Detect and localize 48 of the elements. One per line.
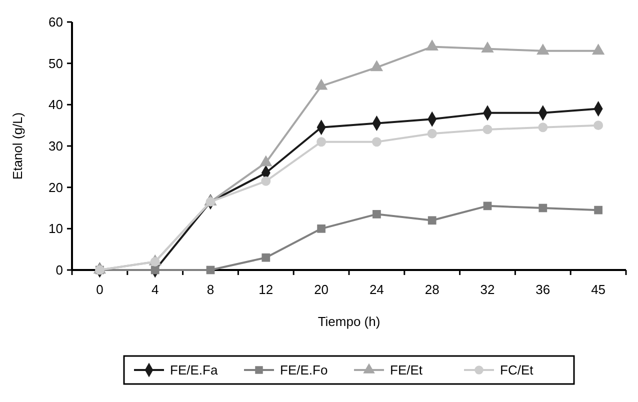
point xyxy=(150,257,160,266)
x-tick-label: 8 xyxy=(206,282,214,297)
x-tick-label: 36 xyxy=(536,282,550,297)
y-tick-label: 0 xyxy=(56,262,63,278)
point xyxy=(482,124,492,134)
y-tick-label: 60 xyxy=(48,14,63,30)
point xyxy=(538,204,548,212)
point xyxy=(428,216,436,225)
x-tick-label: 45 xyxy=(591,282,606,297)
x-axis-title: Tiempo (h) xyxy=(318,314,380,329)
x-tick-label: 32 xyxy=(480,282,495,297)
point xyxy=(536,44,550,55)
point xyxy=(317,224,326,233)
point xyxy=(206,197,216,207)
y-tick-label: 10 xyxy=(48,221,63,236)
point xyxy=(372,137,382,147)
x-tick-label: 20 xyxy=(314,282,329,297)
x-tick-label: 12 xyxy=(258,282,274,297)
point xyxy=(426,39,438,50)
point xyxy=(150,266,160,274)
point xyxy=(427,128,437,138)
x-tick-label: 0 xyxy=(96,282,104,297)
y-tick-label: 40 xyxy=(48,97,63,112)
legend-label: FC/Et xyxy=(500,362,534,378)
y-tick-label: 20 xyxy=(48,180,63,195)
point xyxy=(206,266,215,274)
point xyxy=(481,42,494,53)
y-axis-title: Etanol (g/L) xyxy=(10,112,25,180)
point xyxy=(372,210,381,218)
legend-label: FE/Et xyxy=(390,362,423,378)
x-tick-label: 24 xyxy=(369,282,384,297)
legend-label: FE/E.Fa xyxy=(170,362,218,378)
legend-label: FE/E.Fo xyxy=(280,362,328,378)
x-tick-label: 4 xyxy=(151,282,159,297)
point xyxy=(594,206,602,214)
point xyxy=(261,176,271,186)
point xyxy=(262,253,270,262)
point xyxy=(483,202,492,210)
point xyxy=(594,120,604,130)
point xyxy=(538,122,548,132)
point xyxy=(314,78,328,90)
point xyxy=(370,60,384,72)
point xyxy=(316,137,326,147)
y-tick-label: 50 xyxy=(48,56,63,71)
point xyxy=(592,44,605,55)
y-tick-label: 30 xyxy=(48,138,63,154)
point xyxy=(260,155,272,166)
x-tick-label: 28 xyxy=(424,282,440,297)
